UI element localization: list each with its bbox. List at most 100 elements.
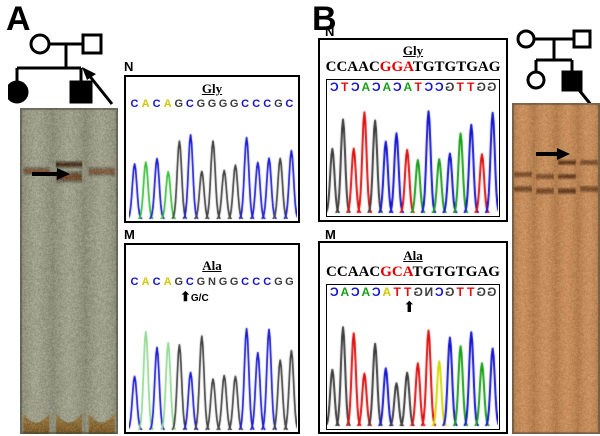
- base-letter: A: [403, 80, 413, 94]
- chromatogram-b-m: [327, 318, 498, 428]
- base-letter: A: [163, 98, 172, 110]
- base-letter: C: [285, 98, 294, 110]
- base-letter: A: [382, 285, 392, 299]
- pedigree-a-father-open-square: [81, 33, 103, 55]
- base-letter: C: [252, 98, 261, 110]
- base-letter: G: [487, 285, 497, 299]
- pedigree-a: [8, 30, 113, 110]
- base-letter: T: [341, 80, 349, 94]
- base-letter: N: [424, 285, 434, 299]
- base-letter: G: [274, 98, 283, 110]
- seq-label-b-n: N: [325, 24, 335, 39]
- base-letter: C: [130, 276, 139, 288]
- mutation-note-a-m: ⬆G/C: [180, 289, 209, 304]
- base-letter: G: [174, 98, 184, 110]
- base-letter: A: [361, 80, 371, 94]
- base-letter: C: [152, 276, 161, 288]
- aa-label-a-m: Ala: [202, 258, 222, 273]
- base-letter: C: [185, 98, 194, 110]
- base-letter: C: [185, 276, 194, 288]
- aa-label-a-n: Gly: [201, 81, 223, 96]
- pedigree-b-mother-open-circle: [516, 29, 536, 49]
- sequence-suffix-b-n: TGTGTGAG: [412, 59, 501, 75]
- gel-b-band-arrow: [534, 146, 572, 167]
- base-letter: G: [196, 98, 206, 110]
- base-letter: C: [371, 80, 381, 94]
- base-letter: G: [218, 98, 228, 110]
- base-letter: A: [141, 276, 150, 288]
- base-letter: G: [274, 276, 283, 288]
- pedigree-b-father-open-square: [572, 29, 592, 49]
- base-letter: C: [434, 285, 444, 299]
- sequence-line-b-n: CCAACGGATGTGTGAG: [320, 59, 506, 75]
- base-letter: C: [434, 80, 444, 94]
- seq-label-b-m: M: [325, 227, 336, 242]
- mutation-up-arrow-a-m: ⬆: [180, 289, 191, 304]
- base-letter: N: [207, 276, 216, 288]
- base-letter: A: [382, 80, 392, 94]
- base-letter: G: [207, 98, 217, 110]
- base-letter: C: [392, 80, 402, 94]
- mutation-label-a-m: G/C: [190, 293, 209, 304]
- gel-a-band-arrow: [30, 166, 72, 187]
- base-letter: T: [467, 80, 475, 94]
- panel-letter-a: A: [6, 0, 31, 38]
- base-letter: T: [414, 80, 422, 94]
- base-letter: T: [456, 285, 464, 299]
- base-letter: G: [218, 276, 228, 288]
- base-letter: G: [174, 276, 184, 288]
- base-letter: C: [130, 98, 139, 110]
- base-letter: G: [445, 285, 455, 299]
- chromatogram-a-m: [129, 309, 297, 432]
- aa-label-b-n: Gly: [402, 43, 424, 58]
- sequence-codon-b-n: GGA: [379, 59, 413, 75]
- base-letter: C: [152, 98, 161, 110]
- base-letter: C: [329, 80, 339, 94]
- base-letter: G: [229, 276, 239, 288]
- base-letter: C: [241, 276, 250, 288]
- sequence-codon-b-m: GCA: [380, 264, 413, 280]
- sequence-prefix-b-n: CCAAC: [325, 59, 380, 75]
- base-letter: C: [371, 285, 381, 299]
- sequence-suffix-b-m: TGTGTGAG: [412, 264, 500, 280]
- sequence-line-b-m: CCAACGCATGTGTGAG: [320, 264, 506, 280]
- gel-a: [20, 108, 118, 434]
- pedigree-b-daughter-open-circle: [526, 70, 546, 90]
- base-letter: C: [329, 285, 339, 299]
- base-letter: C: [252, 276, 261, 288]
- base-letter: A: [361, 285, 371, 299]
- base-letter: C: [263, 276, 272, 288]
- base-letter: G: [487, 80, 497, 94]
- base-letter: G: [445, 80, 455, 94]
- base-letter: T: [456, 80, 464, 94]
- base-letter: G: [413, 285, 423, 299]
- sequence-prefix-b-m: CCAAC: [326, 264, 381, 280]
- base-letter: G: [196, 276, 206, 288]
- base-letter: T: [393, 285, 401, 299]
- seq-label-a-m: M: [124, 227, 135, 242]
- pedigree-a-proband-arrow: [78, 66, 118, 113]
- aa-label-b-m: Ala: [403, 248, 423, 263]
- base-letter: C: [350, 285, 360, 299]
- seq-label-a-n: N: [124, 59, 134, 74]
- base-letter: C: [424, 80, 434, 94]
- pedigree-a-daughter-filled-circle: [8, 80, 29, 104]
- chromatogram-b-n: [327, 96, 498, 215]
- base-letter: A: [163, 276, 172, 288]
- pedigree-a-mother-open-circle: [29, 33, 51, 55]
- base-letter: G: [476, 80, 486, 94]
- pedigree-a-son-filled-square: [69, 80, 93, 104]
- base-letter: C: [241, 98, 250, 110]
- base-letter: T: [467, 285, 475, 299]
- base-letter: G: [285, 276, 294, 288]
- base-letter: T: [404, 285, 412, 299]
